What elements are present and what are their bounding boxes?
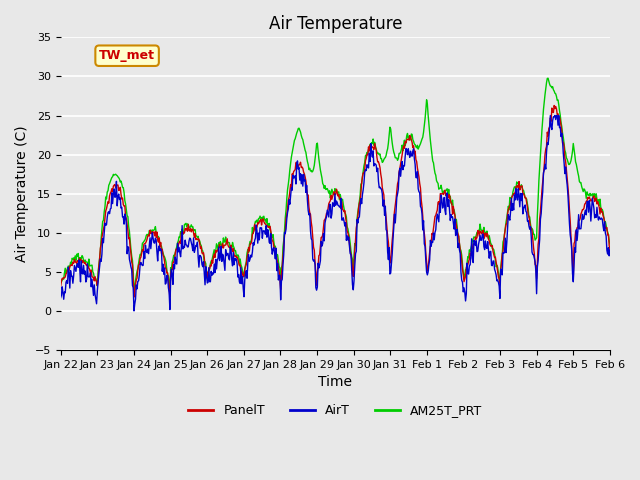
Y-axis label: Air Temperature (C): Air Temperature (C) xyxy=(15,125,29,262)
Text: TW_met: TW_met xyxy=(99,49,155,62)
Title: Air Temperature: Air Temperature xyxy=(269,15,402,33)
Legend: PanelT, AirT, AM25T_PRT: PanelT, AirT, AM25T_PRT xyxy=(184,399,487,422)
X-axis label: Time: Time xyxy=(318,375,352,389)
